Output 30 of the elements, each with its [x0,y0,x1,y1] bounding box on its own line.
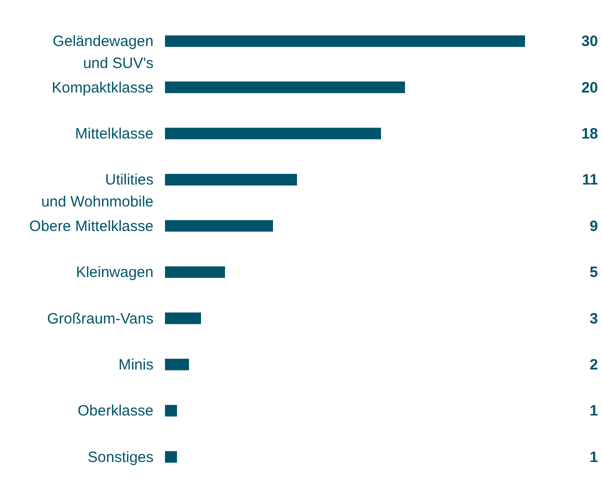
bar [165,220,273,232]
data-label: 11 [582,172,598,189]
y-tick-label: Kompaktklasse [52,79,154,96]
y-tick-label: Minis [118,356,154,374]
bar [165,358,189,370]
data-label: 5 [590,264,598,282]
y-tick-label: Mittelklasse [75,126,154,142]
data-label: 3 [590,310,598,328]
data-label: 1 [590,402,598,420]
bar [165,404,177,416]
data-label: 20 [581,79,598,96]
bar [165,128,381,140]
bar [165,312,201,324]
y-tick-label: Sonstiges [88,448,154,466]
y-tick-label: Kleinwagen [76,264,154,282]
y-tick-label: Oberklasse [78,402,154,420]
data-label: 9 [590,218,598,235]
y-tick-label: Utilities und Wohnmobile [41,172,154,211]
y-tick-label: Obere Mittelklasse [29,218,154,235]
bar [165,35,525,47]
bar [165,451,177,463]
bar [165,266,225,278]
bar [165,82,405,94]
y-tick-label: Geländewagen und SUV's [52,33,154,72]
data-label: 1 [590,448,598,466]
y-tick-label: Großraum-Vans [47,310,154,328]
bar [165,174,297,186]
data-label: 18 [581,126,598,142]
data-label: 30 [581,33,598,50]
data-label: 2 [590,356,598,374]
